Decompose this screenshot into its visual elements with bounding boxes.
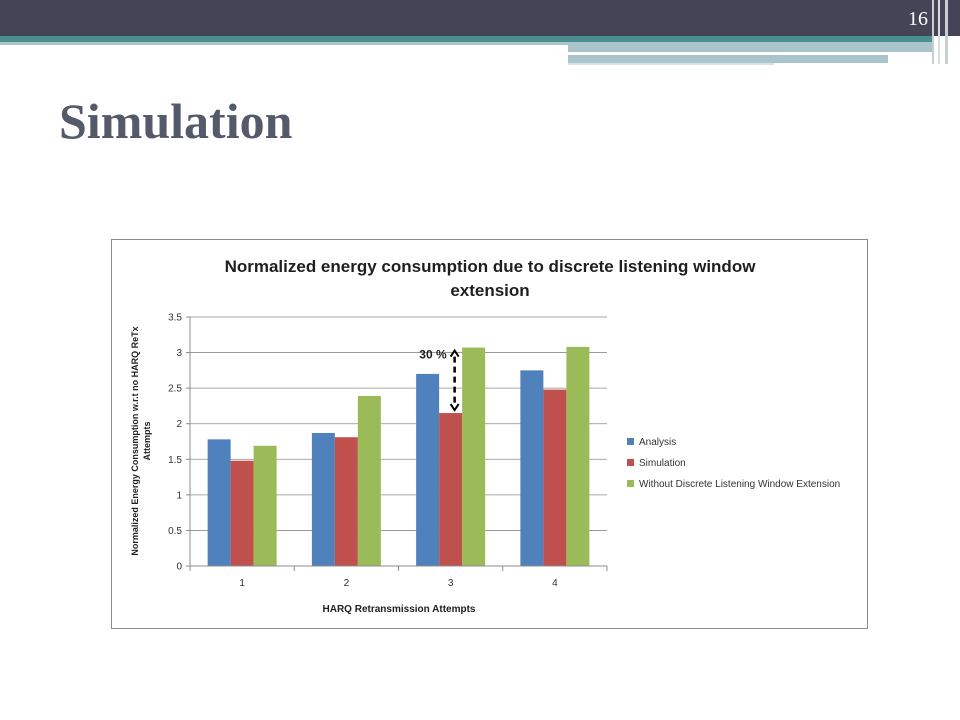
x-tick-label: 2 <box>344 578 350 589</box>
bar-analysis-4 <box>520 370 544 566</box>
x-axis-label: HARQ Retransmission Attempts <box>323 604 476 615</box>
y-tick-label: 1 <box>176 490 182 501</box>
y-tick-label: 2 <box>176 419 182 430</box>
bar-simulation-3 <box>439 413 463 566</box>
light-stripe <box>0 42 568 45</box>
annotation-label: 30 % <box>419 348 447 362</box>
y-tick-label: 3.5 <box>168 313 182 324</box>
legend-label: Simulation <box>639 458 686 469</box>
light-stripe-lower <box>568 55 888 63</box>
stripe-gap <box>568 52 888 54</box>
light-stripe-right <box>568 42 932 52</box>
legend: Analysis Simulation Without Discrete Liste… <box>627 437 840 490</box>
decor-line <box>945 0 948 64</box>
legend-swatch <box>627 459 634 466</box>
legend-swatch <box>627 438 634 445</box>
legend-swatch <box>627 480 634 487</box>
y-axis-label-line2: Attempts <box>142 421 152 460</box>
bar-without-1 <box>253 445 277 566</box>
accent-stripe <box>0 36 932 42</box>
decor-line <box>938 0 940 64</box>
decor-line <box>932 0 934 64</box>
chart-title-line2: extension <box>450 281 529 300</box>
bar-analysis-2 <box>311 432 335 566</box>
y-tick-label: 0 <box>176 562 182 573</box>
page-number: 16 <box>908 8 928 30</box>
bar-without-4 <box>566 346 590 566</box>
x-tick-label: 4 <box>552 578 558 589</box>
y-tick-label: 2.5 <box>168 384 182 395</box>
arrowhead-up <box>449 348 460 358</box>
arrowhead-down <box>449 403 460 412</box>
bar-analysis-1 <box>207 439 231 566</box>
bar-without-2 <box>357 395 381 566</box>
header-bar <box>0 0 960 36</box>
bar-simulation-2 <box>334 437 358 566</box>
bar-simulation-1 <box>230 460 254 566</box>
bars <box>207 346 590 566</box>
y-tick-label: 1.5 <box>168 455 182 466</box>
bar-analysis-3 <box>416 373 440 566</box>
legend-label: Analysis <box>639 437 676 448</box>
bar-without-3 <box>462 347 486 566</box>
x-tick-label: 1 <box>239 578 245 589</box>
y-axis-label-line1: Normalized Energy Consumption w.r.t no H… <box>130 326 140 555</box>
bar-chart: Normalized energy consumption due to dis… <box>130 257 840 615</box>
slide-title: Simulation <box>59 93 293 149</box>
bar-simulation-4 <box>543 389 567 566</box>
y-tick-label: 0.5 <box>168 526 182 537</box>
annotation: 30 % <box>419 348 460 412</box>
axes: 0 0.5 1 1.5 2 2.5 3 3.5 1 2 3 4 <box>168 313 608 589</box>
y-tick-label: 3 <box>176 348 182 359</box>
stripe-tail <box>568 63 774 65</box>
x-tick-label: 3 <box>448 578 454 589</box>
legend-label: Without Discrete Listening Window Extens… <box>639 479 840 490</box>
chart-frame: Normalized energy consumption due to dis… <box>111 239 868 629</box>
chart-title-line1: Normalized energy consumption due to dis… <box>225 257 757 276</box>
